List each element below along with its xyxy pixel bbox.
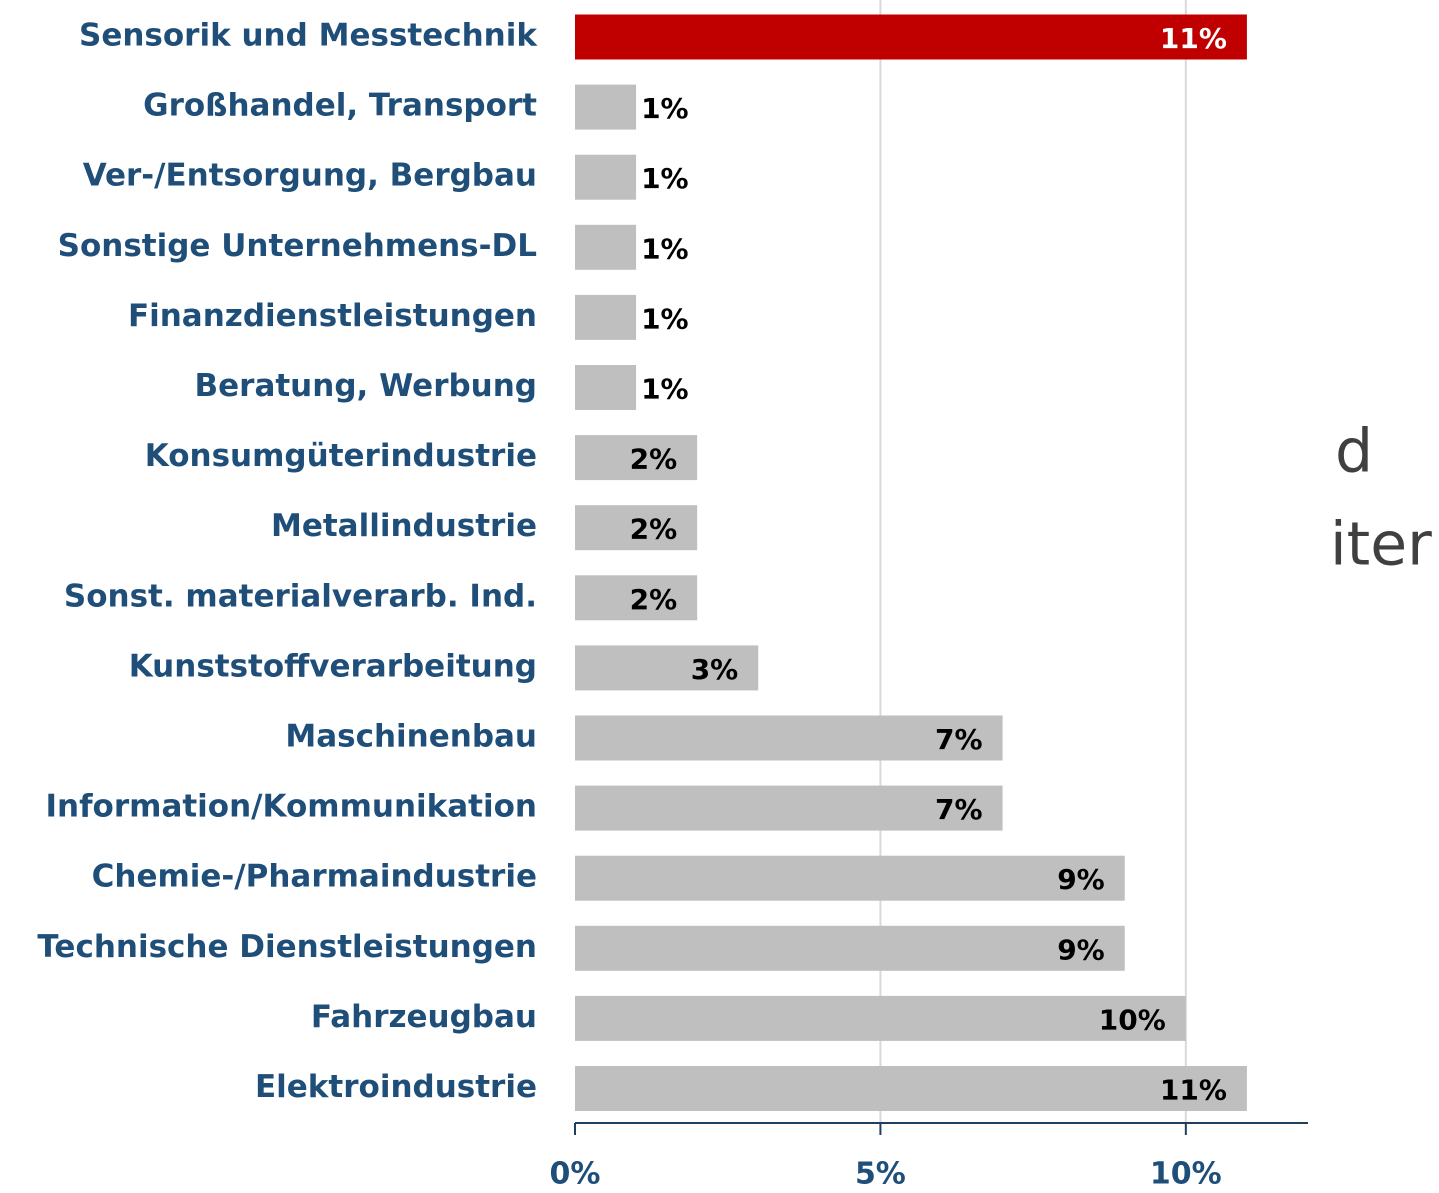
bar	[575, 154, 637, 200]
bar	[575, 224, 637, 270]
value-label: 7%	[935, 793, 983, 826]
annotation: iter	[1330, 510, 1432, 580]
value-label: 1%	[641, 302, 689, 335]
value-label: 1%	[641, 373, 689, 406]
bar	[575, 505, 698, 551]
y-tick-label: Sensorik und Messtechnik	[79, 18, 538, 54]
value-label: 9%	[1057, 863, 1105, 896]
value-label: 7%	[935, 723, 983, 756]
value-label: 2%	[630, 443, 678, 476]
bar	[575, 1066, 1247, 1111]
bar	[575, 925, 1125, 971]
y-tick-label: Technische Dienstleistungen	[37, 929, 537, 965]
x-tick-label: 0%	[550, 1157, 601, 1192]
y-tick-label: Sonst. materialverarb. Ind.	[64, 578, 537, 614]
bar	[575, 294, 637, 340]
value-label: 10%	[1099, 1003, 1166, 1036]
y-tick-label: Elektroindustrie	[255, 1069, 537, 1105]
value-label: 2%	[630, 513, 678, 546]
bar	[575, 785, 1003, 831]
annotation: d	[1335, 417, 1373, 487]
bar	[575, 855, 1125, 901]
x-tick-label: 10%	[1150, 1157, 1222, 1192]
y-tick-label: Großhandel, Transport	[143, 88, 537, 124]
y-tick-label: Maschinenbau	[285, 719, 537, 755]
value-label: 9%	[1057, 933, 1105, 966]
value-label: 2%	[630, 583, 678, 616]
bar	[575, 715, 1003, 761]
bar	[575, 365, 637, 410]
value-label: 3%	[691, 653, 739, 686]
bar	[575, 14, 1247, 60]
bar	[575, 575, 698, 621]
bar	[575, 645, 759, 691]
value-label: 1%	[641, 232, 689, 265]
value-label: 11%	[1160, 22, 1227, 55]
value-label: 11%	[1160, 1074, 1227, 1107]
y-tick-label: Metallindustrie	[271, 508, 537, 544]
y-tick-label: Finanzdienstleistungen	[128, 298, 537, 334]
value-label: 1%	[641, 162, 689, 195]
bar	[575, 995, 1186, 1041]
y-tick-label: Fahrzeugbau	[311, 999, 537, 1035]
y-tick-label: Chemie-/Pharmaindustrie	[92, 859, 537, 895]
y-tick-label: Konsumgüterindustrie	[145, 438, 537, 474]
bar	[575, 435, 698, 481]
value-label: 1%	[641, 92, 689, 125]
x-tick-label: 5%	[855, 1157, 906, 1192]
y-tick-label: Sonstige Unternehmens-DL	[58, 228, 537, 264]
y-tick-label: Information/Kommunikation	[45, 789, 537, 825]
y-tick-label: Beratung, Werbung	[195, 368, 538, 404]
bar	[575, 84, 637, 130]
y-tick-label: Ver-/Entsorgung, Bergbau	[83, 158, 537, 194]
y-tick-label: Kunststoffverarbeitung	[129, 648, 537, 684]
